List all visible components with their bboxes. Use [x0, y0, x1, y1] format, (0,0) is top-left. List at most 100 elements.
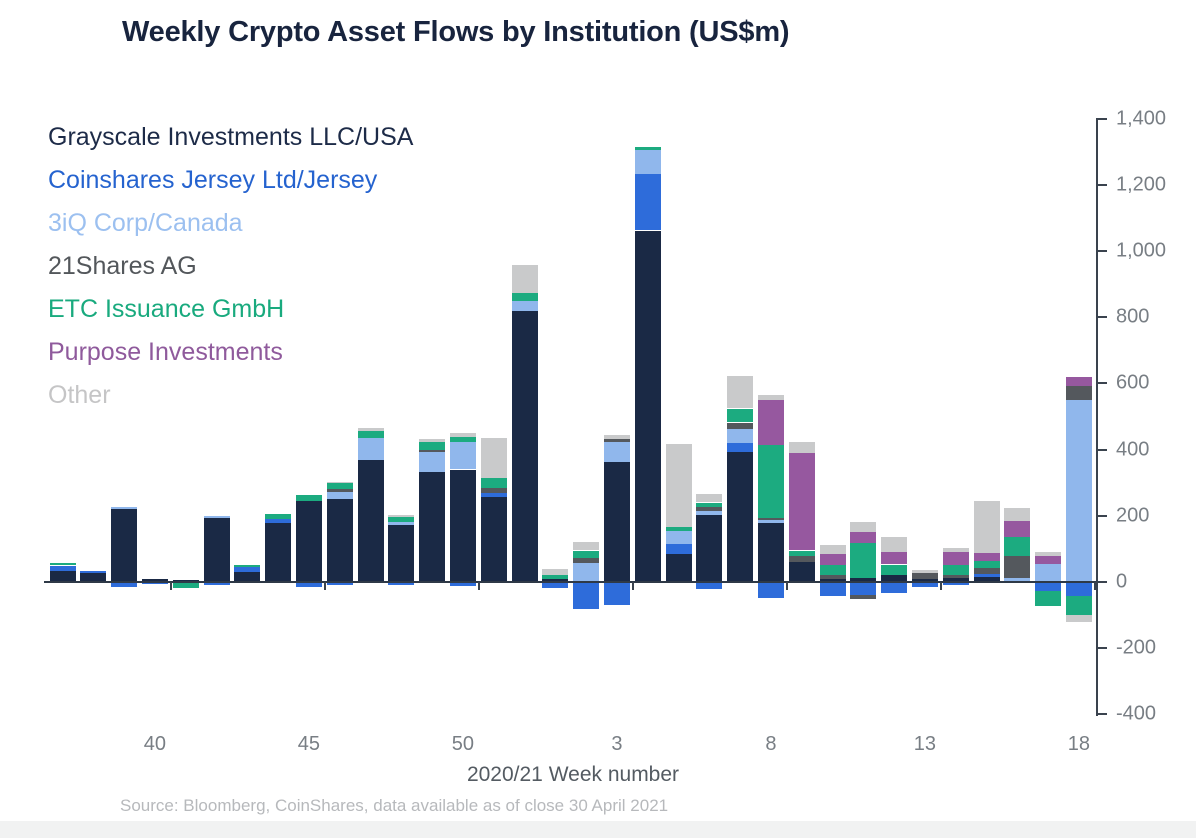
bar-week-47-grayscale [357, 459, 384, 582]
bar-week-13-other [911, 570, 938, 573]
bar-week-8-purpose [757, 399, 784, 445]
x-axis-tick-3 [631, 582, 634, 590]
bar-week-43-coinshares [234, 567, 261, 573]
y-axis-tick-600 [1098, 382, 1107, 385]
bar-week-45-etc_issuance [295, 495, 322, 502]
y-axis-tick-label-600: 600 [1116, 371, 1150, 394]
bar-week-18-threeiq [1065, 399, 1092, 582]
bar-week-2-etc_issuance [573, 550, 600, 559]
bar-week-5-grayscale [665, 553, 692, 582]
bar-week-42-grayscale [203, 517, 230, 582]
bar-week-15-etc_issuance [973, 560, 1000, 569]
bar-week-50-other [449, 433, 476, 438]
y-axis-tick-label-800: 800 [1116, 305, 1150, 328]
bar-week-14-purpose [942, 551, 969, 565]
legend-item-3: 3iQ Corp/Canada [48, 209, 243, 237]
y-axis-tick-label--400: -400 [1116, 702, 1157, 725]
y-axis-tick-800 [1098, 316, 1107, 319]
bar-week-11-etc_issuance [850, 543, 877, 579]
y-axis-tick-label-200: 200 [1116, 504, 1150, 527]
bar-week-18-other [1065, 615, 1092, 622]
bar-week-52-grayscale [511, 310, 538, 582]
bar-week-46-threeiq [326, 491, 353, 500]
y-axis-tick-label-1,200: 1,200 [1116, 173, 1167, 196]
y-axis-tick--400 [1098, 713, 1107, 716]
bar-week-47-etc_issuance [357, 431, 384, 438]
bar-week-4-coinshares [634, 174, 661, 231]
source-note: Source: Bloomberg, CoinShares, data avai… [120, 796, 669, 815]
bar-week-4-threeiq [634, 150, 661, 175]
bar-week-10-coinshares [819, 582, 846, 597]
bar-week-17-other [1035, 551, 1062, 556]
x-axis-tick-label-50: 50 [451, 733, 475, 755]
bar-week-16-threeiq [1004, 578, 1031, 581]
bar-week-16-twentyone_shares [1004, 555, 1031, 578]
bar-week-46-etc_issuance [326, 483, 353, 490]
legend-item-4: 21Shares AG [48, 252, 197, 280]
bar-week-1-grayscale [542, 578, 569, 582]
bar-week-16-etc_issuance [1004, 536, 1031, 556]
bar-week-4-grayscale [634, 230, 661, 582]
bar-week-6-twentyone_shares [696, 506, 723, 512]
bar-week-11-coinshares [850, 582, 877, 596]
bar-week-41-etc_issuance [172, 582, 199, 588]
bar-week-9-grayscale [788, 562, 815, 582]
bar-week-6-threeiq [696, 511, 723, 516]
bar-week-43-grayscale [234, 572, 261, 582]
bar-week-46-twentyone_shares [326, 489, 353, 492]
bar-week-5-threeiq [665, 530, 692, 544]
bar-week-49-other [419, 439, 446, 443]
bar-week-2-other [573, 541, 600, 551]
y-axis-tick-1,000 [1098, 250, 1107, 252]
bar-week-12-grayscale [881, 575, 908, 582]
bar-week-52-etc_issuance [511, 293, 538, 301]
chart-title: Weekly Crypto Asset Flows by Institution… [122, 16, 790, 48]
bar-week-16-other [1004, 507, 1031, 522]
bar-week-9-etc_issuance [788, 550, 815, 556]
bar-week-11-other [850, 522, 877, 532]
bar-week-45-coinshares [295, 582, 322, 587]
bar-week-48-coinshares [388, 582, 415, 585]
bottom-edge-strip [0, 821, 1196, 838]
x-axis-tick-label-18: 18 [1067, 733, 1091, 755]
y-axis-tick-label--200: -200 [1116, 636, 1157, 659]
bar-week-14-other [942, 547, 969, 552]
y-axis-tick-1,200 [1098, 183, 1107, 186]
bar-week-50-coinshares [449, 582, 476, 586]
bar-week-8-twentyone_shares [757, 517, 784, 521]
bar-week-13-twentyone_shares [911, 572, 938, 580]
bar-week-18-etc_issuance [1065, 596, 1092, 616]
x-axis-tick-50 [477, 582, 480, 590]
bar-week-47-threeiq [357, 438, 384, 460]
bar-week-4-etc_issuance [634, 146, 661, 150]
bar-week-7-etc_issuance [727, 408, 754, 423]
legend-item-2: Coinshares Jersey Ltd/Jersey [48, 166, 378, 194]
bar-week-6-etc_issuance [696, 502, 723, 507]
bar-week-2-coinshares [573, 582, 600, 609]
y-axis-tick-400 [1098, 448, 1107, 451]
bar-week-8-coinshares [757, 582, 784, 598]
bar-week-43-etc_issuance [234, 564, 261, 568]
x-axis-tick-label-40: 40 [143, 733, 167, 755]
bar-week-40-grayscale [141, 578, 168, 582]
bar-week-50-grayscale [449, 469, 476, 582]
y-axis-tick-200 [1098, 514, 1107, 517]
bar-week-17-threeiq [1035, 563, 1062, 582]
bar-week-5-coinshares [665, 543, 692, 554]
bar-week-9-purpose [788, 452, 815, 551]
bar-week-6-grayscale [696, 515, 723, 582]
bar-week-12-purpose [881, 552, 908, 565]
bar-week-10-purpose [819, 554, 846, 565]
bar-week-6-coinshares [696, 582, 723, 589]
bar-week-18-coinshares [1065, 582, 1092, 597]
bar-week-9-other [788, 442, 815, 453]
bar-week-15-twentyone_shares [973, 568, 1000, 575]
x-axis-tick-18 [1093, 582, 1096, 590]
bar-week-15-grayscale [973, 577, 1000, 582]
bar-week-7-other [727, 376, 754, 409]
x-axis-tick-40 [169, 582, 172, 590]
bar-week-11-grayscale [850, 578, 877, 582]
bar-week-49-grayscale [419, 472, 446, 582]
bar-week-37-etc_issuance [49, 563, 76, 566]
